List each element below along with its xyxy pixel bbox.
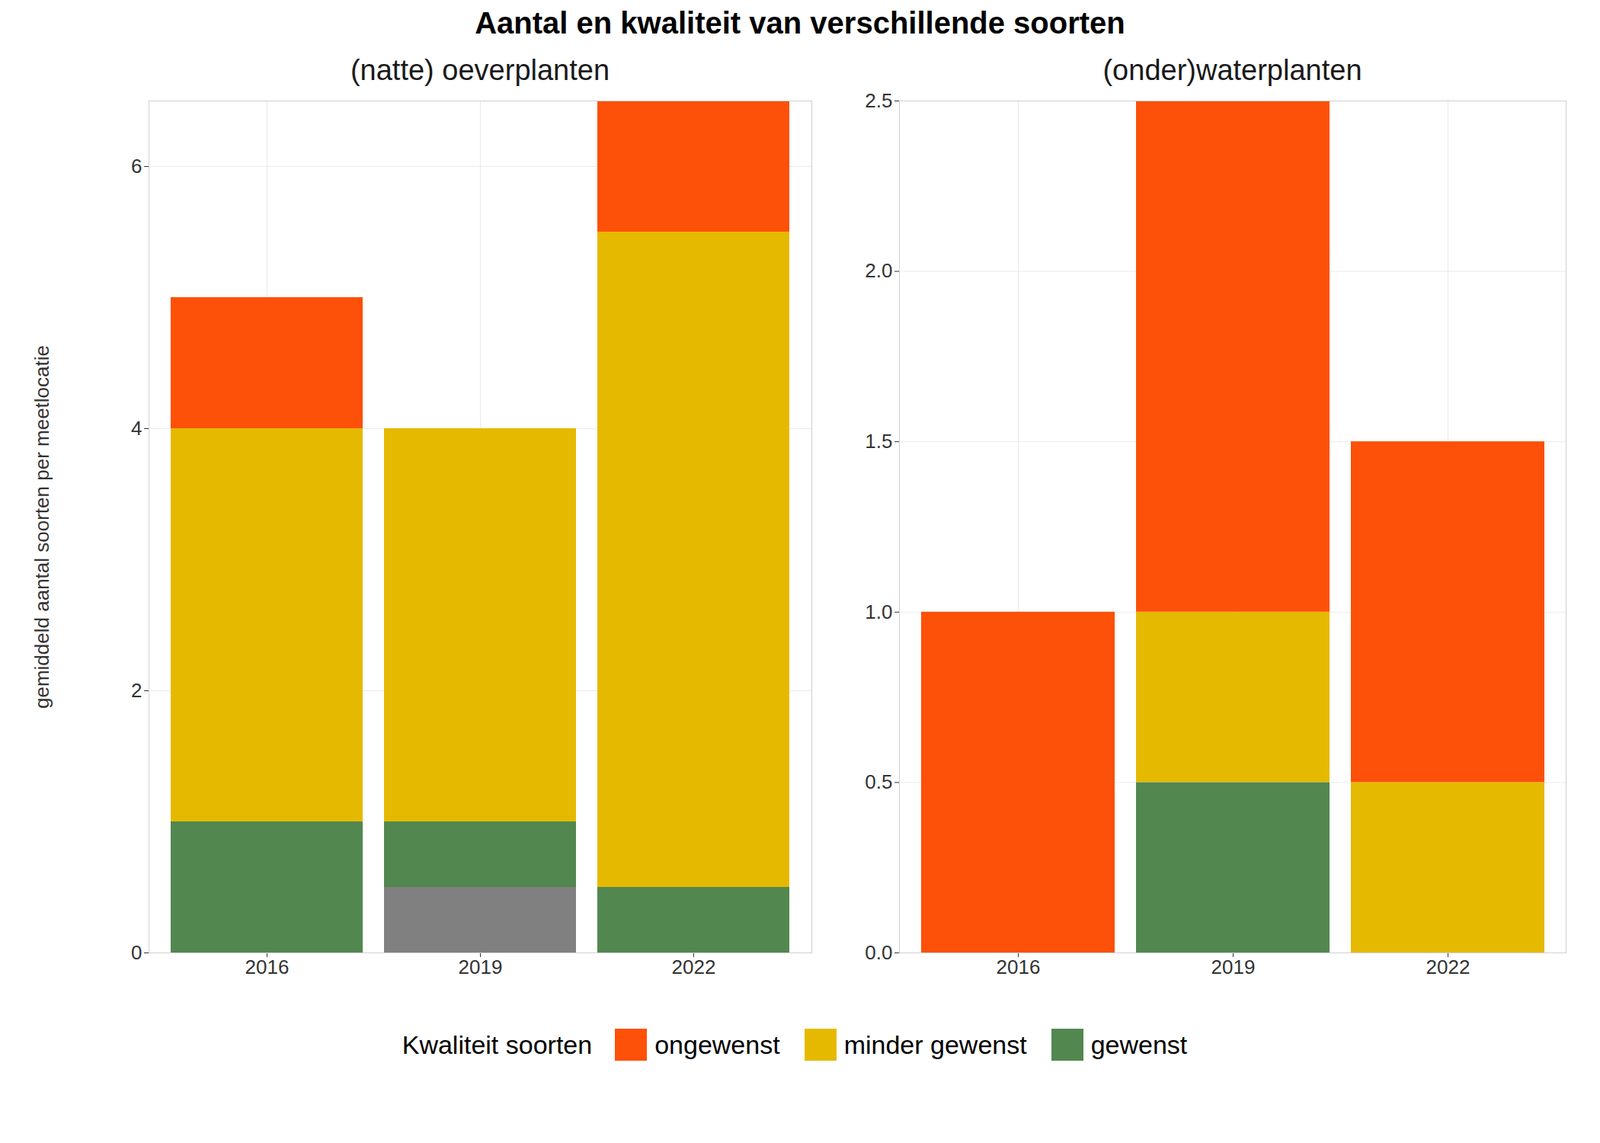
svg-text:2016: 2016 xyxy=(996,955,1041,979)
svg-text:2019: 2019 xyxy=(458,955,503,979)
svg-text:1.5: 1.5 xyxy=(864,429,893,453)
html-text:Aantal en kwaliteit van versch: Aantal en kwaliteit van verschillende so… xyxy=(474,6,1126,40)
html-text:gewenst: gewenst xyxy=(1090,1029,1188,1059)
svg-text:0: 0 xyxy=(131,940,142,964)
html-text:Kwaliteit soorten: Kwaliteit soorten xyxy=(402,1029,593,1059)
svg-text:2016: 2016 xyxy=(245,955,290,979)
svg-text:4: 4 xyxy=(131,416,142,440)
html-text:(natte) oeverplanten: (natte) oeverplanten xyxy=(350,54,610,87)
svg-text:0.0: 0.0 xyxy=(864,940,893,964)
svg-text:2.5: 2.5 xyxy=(864,91,893,112)
html-text:(onder)waterplanten: (onder)waterplanten xyxy=(1102,54,1362,87)
html-text:minder gewenst: minder gewenst xyxy=(843,1029,1027,1059)
html-text:ongewenst: ongewenst xyxy=(654,1029,780,1059)
svg-text:2022: 2022 xyxy=(1426,955,1471,979)
svg-text:1.0: 1.0 xyxy=(864,600,893,624)
svg-text:0.5: 0.5 xyxy=(864,770,893,794)
svg-text:2.0: 2.0 xyxy=(864,259,893,282)
svg-text:2019: 2019 xyxy=(1211,955,1256,979)
svg-text:gemiddeld aantal soorten per m: gemiddeld aantal soorten per meetlocatie xyxy=(30,345,54,709)
svg-text:6: 6 xyxy=(131,154,142,178)
svg-text:2: 2 xyxy=(131,678,142,702)
svg-text:2022: 2022 xyxy=(672,955,717,979)
